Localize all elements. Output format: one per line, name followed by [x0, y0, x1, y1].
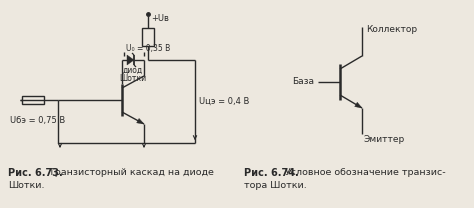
Polygon shape — [127, 55, 134, 65]
Polygon shape — [137, 118, 144, 124]
Text: Транзисторный каскад на диоде: Транзисторный каскад на диоде — [46, 168, 214, 177]
Text: Uцэ = 0,4 В: Uцэ = 0,4 В — [199, 97, 249, 105]
Text: Условное обозначение транзис-: Условное обозначение транзис- — [282, 168, 446, 177]
Text: Эмиттер: Эмиттер — [364, 135, 405, 145]
Text: Шотки: Шотки — [119, 74, 146, 83]
Text: тора Шотки.: тора Шотки. — [244, 181, 307, 190]
Text: Рис. 6.74.: Рис. 6.74. — [244, 168, 299, 178]
Text: База: База — [292, 78, 314, 87]
Text: +Uв: +Uв — [151, 14, 169, 23]
Text: Рис. 6.73.: Рис. 6.73. — [8, 168, 63, 178]
Bar — [22, 96, 44, 104]
Bar — [142, 28, 154, 46]
Text: Коллектор: Коллектор — [366, 26, 417, 35]
Text: Uбэ = 0,75 В: Uбэ = 0,75 В — [10, 116, 65, 125]
Text: U₀ = 0,35 В: U₀ = 0,35 В — [126, 44, 170, 53]
Polygon shape — [355, 102, 362, 108]
Text: Шотки.: Шотки. — [8, 181, 45, 190]
Text: диод: диод — [123, 66, 143, 75]
